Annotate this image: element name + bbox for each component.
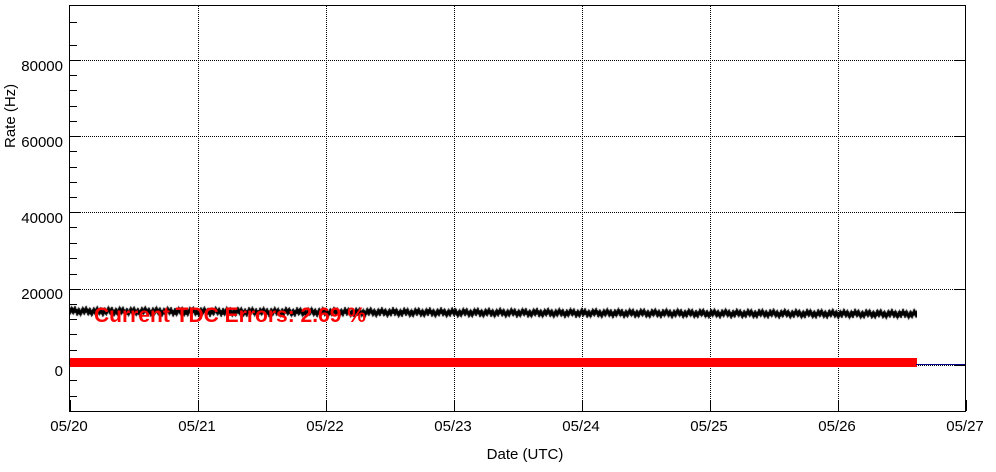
x-tick-label-0522: 05/22 — [306, 418, 344, 435]
plot-frame: Current TDC Errors: 2.69 % — [69, 5, 967, 412]
x-axis-title: Date (UTC) — [0, 446, 996, 463]
y-major-tick-right — [954, 212, 965, 213]
x-axis-tick-labels: 05/20 05/21 05/22 05/23 05/24 05/25 05/2… — [0, 419, 996, 439]
y-tick-label-60000: 60000 — [21, 134, 63, 151]
y-tick-label-0: 0 — [54, 363, 63, 380]
x-tick-label-0527: 05/27 — [946, 418, 984, 435]
y-axis-title: Rate (Hz) — [2, 83, 19, 148]
y-major-tick-right — [954, 60, 965, 61]
tdc-errors-annotation: Current TDC Errors: 2.69 % — [94, 304, 366, 327]
x-tick-label-0523: 05/23 — [434, 418, 472, 435]
x-major-tick-0527 — [966, 400, 967, 411]
y-axis-tick-labels: 0 20000 40000 60000 80000 — [0, 5, 63, 412]
x-tick-label-0525: 05/25 — [690, 418, 728, 435]
x-tick-label-0520: 05/20 — [50, 418, 88, 435]
y-major-tick-right — [954, 136, 965, 137]
series-rate-black — [70, 6, 917, 411]
x-tick-label-0524: 05/24 — [562, 418, 600, 435]
series-rate-black-canvas — [70, 6, 917, 411]
y-major-tick-right — [954, 365, 965, 366]
series-tdc-errors-red — [70, 358, 917, 367]
series-baseline-blue — [916, 364, 965, 365]
x-tick-label-0521: 05/21 — [178, 418, 216, 435]
x-axis-title-text: Date (UTC) — [486, 446, 564, 463]
y-tick-label-80000: 80000 — [21, 58, 63, 75]
y-major-tick-right — [954, 289, 965, 290]
y-tick-label-20000: 20000 — [21, 286, 63, 303]
x-tick-label-0526: 05/26 — [818, 418, 856, 435]
y-tick-label-40000: 40000 — [21, 210, 63, 227]
